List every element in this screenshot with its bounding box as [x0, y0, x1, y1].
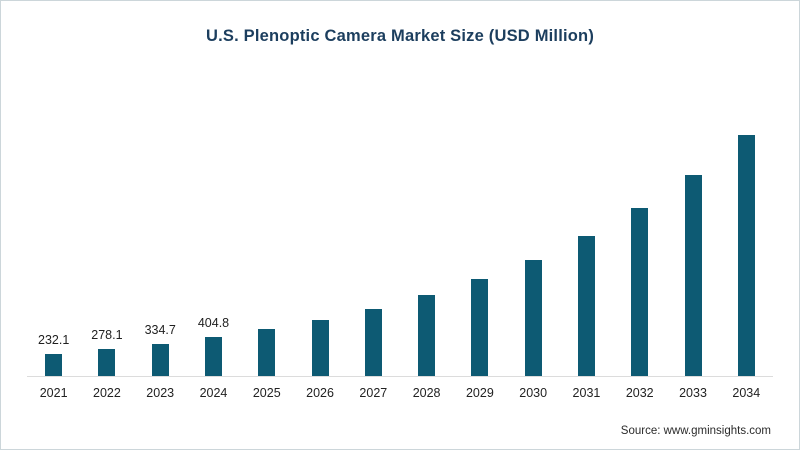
bar-column [400, 295, 453, 376]
bar-column [240, 329, 293, 376]
x-axis-label: 2025 [252, 386, 281, 400]
bar [151, 344, 169, 376]
bar [311, 320, 329, 376]
bar [631, 208, 649, 376]
bar [258, 329, 276, 376]
bar [364, 309, 382, 376]
bar-column [560, 236, 613, 376]
bar [204, 337, 222, 376]
bar-column: 278.1 [80, 328, 133, 376]
x-axis-label: 2030 [519, 386, 548, 400]
bar [737, 135, 755, 376]
bar-column [666, 175, 719, 376]
bar-value-label: 404.8 [197, 316, 230, 330]
bar [45, 354, 63, 376]
bar-column [347, 309, 400, 376]
x-axis-label: 2021 [39, 386, 68, 400]
bar-column: 232.1 [27, 333, 80, 376]
x-axis-label: 2027 [359, 386, 388, 400]
bar [684, 175, 702, 376]
x-axis-label: 2024 [199, 386, 228, 400]
x-axis-label: 2028 [412, 386, 441, 400]
bar-column [453, 279, 506, 376]
x-axis-label: 2029 [465, 386, 494, 400]
bar [418, 295, 436, 376]
plot-area: 232.1 278.1 334.7 404.8 [27, 46, 773, 377]
x-axis-label: 2022 [93, 386, 121, 400]
bar [524, 260, 542, 376]
chart-header: U.S. Plenoptic Camera Market Size (USD M… [1, 1, 799, 46]
bar [98, 349, 116, 376]
bar [471, 279, 489, 376]
source-text: Source: www.gminsights.com [620, 425, 771, 437]
x-axis-label: 2034 [732, 386, 761, 400]
chart-footer: Source: www.gminsights.com [1, 400, 799, 449]
bar-column [293, 320, 346, 376]
x-axis-label: 2023 [146, 386, 175, 400]
x-axis-label: 2033 [679, 386, 707, 400]
x-axis-label: 2031 [572, 386, 601, 400]
bar-column [613, 208, 666, 376]
x-axis: 2021 2022 2023 2024 2025 2026 2027 2028 2029 2030… [27, 377, 773, 400]
chart-title: U.S. Plenoptic Camera Market Size (USD M… [205, 27, 595, 45]
bar [577, 236, 595, 376]
x-axis-label: 2026 [306, 386, 334, 400]
bar-column: 334.7 [134, 323, 187, 376]
bar-value-label: 278.1 [91, 328, 123, 342]
bar-column [507, 260, 560, 376]
x-axis-label: 2032 [625, 386, 654, 400]
bar-value-label: 232.1 [38, 333, 70, 347]
bar-column [720, 135, 773, 376]
bar-column: 404.8 [187, 316, 240, 376]
bar-value-label: 334.7 [144, 323, 176, 337]
